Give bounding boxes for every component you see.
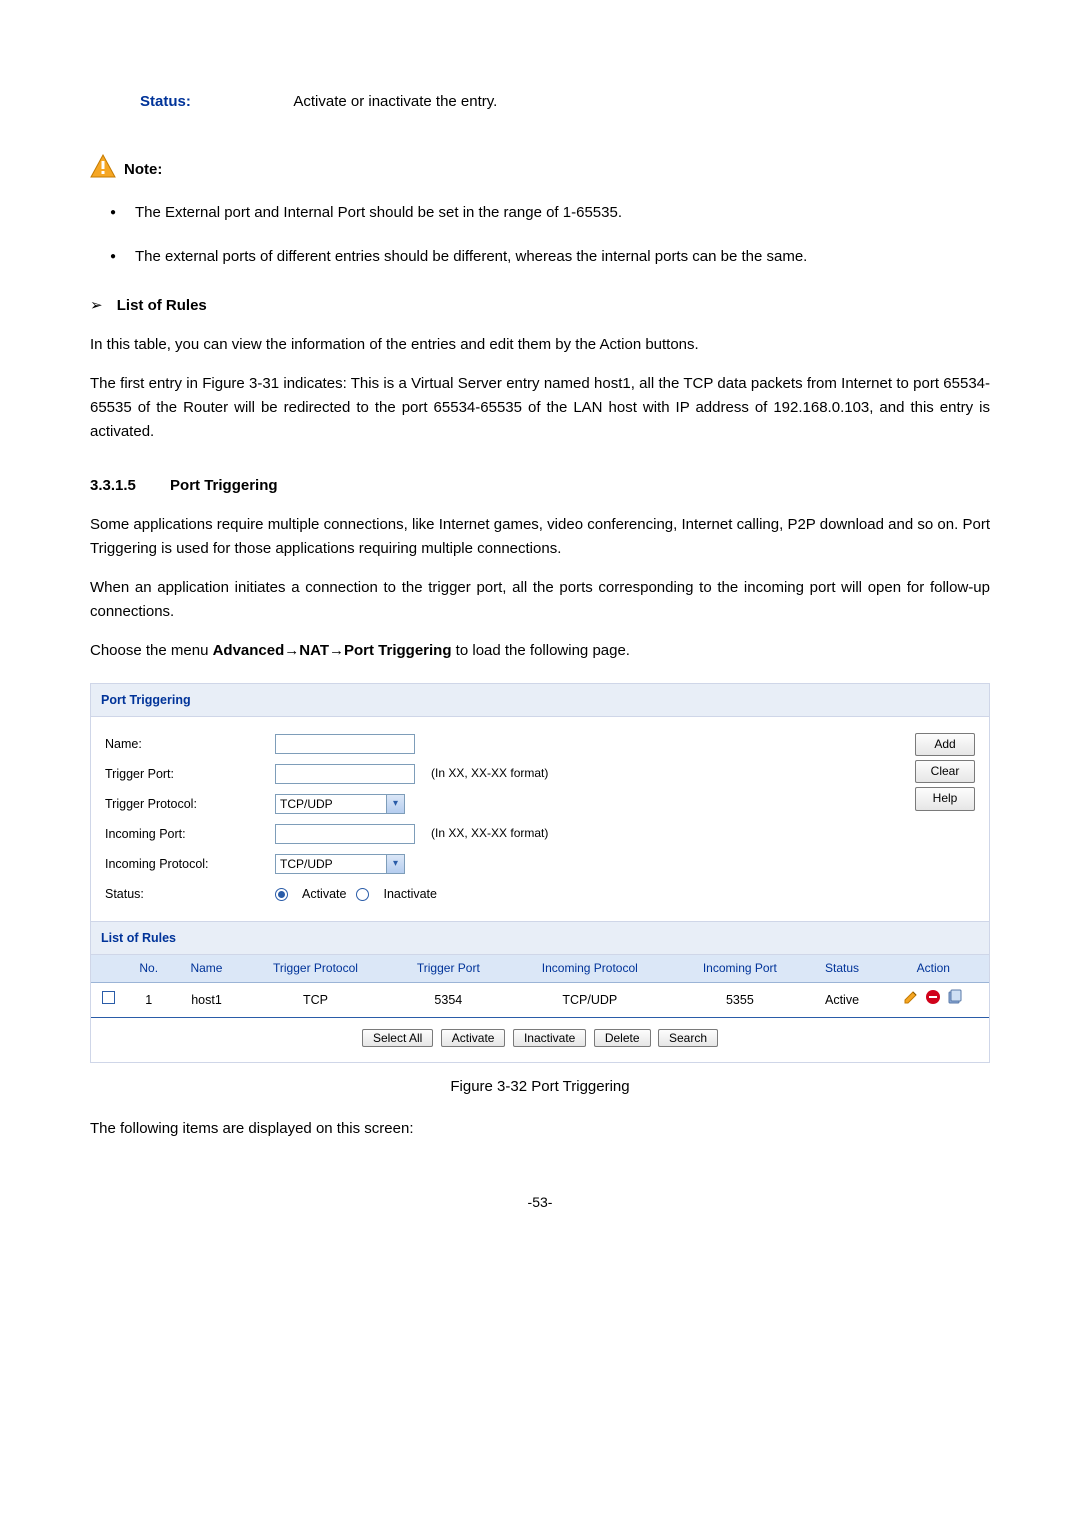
delete-icon[interactable] — [925, 989, 941, 1011]
col-trigger-protocol: Trigger Protocol — [241, 955, 391, 983]
port-triggering-panel: Port Triggering Name: Trigger Port: (In … — [90, 683, 990, 1063]
section-heading: 3.3.1.5 Port Triggering — [90, 474, 990, 498]
note-block: Note: The External port and Internal Por… — [90, 154, 990, 269]
status-row: Status: Activate or inactivate the entry… — [90, 90, 990, 114]
p3-pre: Choose the menu — [90, 642, 213, 659]
col-action: Action — [878, 955, 989, 983]
cell-incoming-port: 5355 — [673, 983, 806, 1018]
form-area: Name: Trigger Port: (In XX, XX-XX format… — [91, 717, 989, 921]
add-button[interactable]: Add — [915, 733, 975, 756]
cell-no: 1 — [125, 983, 172, 1018]
body-p2: When an application initiates a connecti… — [90, 576, 990, 624]
cell-trigger-port: 5354 — [390, 983, 506, 1018]
trigger-port-hint: (In XX, XX-XX format) — [431, 764, 548, 783]
figure-caption: Figure 3-32 Port Triggering — [90, 1075, 990, 1099]
clear-button[interactable]: Clear — [915, 760, 975, 783]
section-title: Port Triggering — [170, 477, 278, 494]
incoming-port-input[interactable] — [275, 824, 415, 844]
body-p3: Choose the menu Advanced→NAT→Port Trigge… — [90, 639, 990, 663]
p3-b1: Advanced — [213, 642, 285, 659]
note-header: Note: — [90, 154, 990, 186]
name-label: Name: — [105, 734, 275, 754]
col-name: Name — [172, 955, 240, 983]
list-of-rules-heading: ➢ List of Rules — [90, 294, 990, 318]
p3-b2: NAT — [299, 642, 329, 659]
trigger-protocol-value: TCP/UDP — [280, 797, 333, 811]
chevron-down-icon: ▾ — [386, 795, 404, 813]
form-buttons: Add Clear Help — [885, 729, 975, 909]
col-incoming-port: Incoming Port — [673, 955, 806, 983]
page-number: -53- — [90, 1191, 990, 1213]
p3-b3: Port Triggering — [344, 642, 452, 659]
status-inactivate-text: Inactivate — [383, 884, 437, 904]
incoming-protocol-value: TCP/UDP — [280, 857, 333, 871]
incoming-protocol-select[interactable]: TCP/UDP ▾ — [275, 854, 405, 874]
section-number: 3.3.1.5 — [90, 474, 136, 498]
list-of-rules-text: List of Rules — [117, 297, 207, 314]
cell-incoming-protocol: TCP/UDP — [506, 983, 673, 1018]
trigger-protocol-select[interactable]: TCP/UDP ▾ — [275, 794, 405, 814]
view-icon[interactable] — [947, 989, 963, 1011]
rules-table: No. Name Trigger Protocol Trigger Port I… — [91, 955, 989, 1018]
note-item: The external ports of different entries … — [110, 245, 990, 269]
col-incoming-protocol: Incoming Protocol — [506, 955, 673, 983]
action-icons — [903, 989, 963, 1011]
name-input[interactable] — [275, 734, 415, 754]
warning-icon — [90, 154, 116, 186]
table-row: 1 host1 TCP 5354 TCP/UDP 5355 Active — [91, 983, 989, 1018]
trigger-port-label: Trigger Port: — [105, 764, 275, 784]
note-label: Note: — [124, 158, 162, 182]
incoming-port-hint: (In XX, XX-XX format) — [431, 824, 548, 843]
note-list: The External port and Internal Port shou… — [90, 201, 990, 269]
cell-status: Active — [806, 983, 877, 1018]
inactivate-button[interactable]: Inactivate — [513, 1029, 586, 1047]
activate-button[interactable]: Activate — [441, 1029, 506, 1047]
status-inactivate-radio[interactable] — [356, 888, 369, 901]
col-no: No. — [125, 955, 172, 983]
delete-button[interactable]: Delete — [594, 1029, 651, 1047]
chevron-down-icon: ▾ — [386, 855, 404, 873]
list-of-rules-title: List of Rules — [91, 921, 989, 955]
help-button[interactable]: Help — [915, 787, 975, 810]
cell-name: host1 — [172, 983, 240, 1018]
trigger-protocol-label: Trigger Protocol: — [105, 794, 275, 814]
col-checkbox — [91, 955, 125, 983]
status-form-label: Status: — [105, 884, 275, 904]
status-activate-radio[interactable] — [275, 888, 288, 901]
search-button[interactable]: Search — [658, 1029, 718, 1047]
cell-trigger-protocol: TCP — [241, 983, 391, 1018]
p3-post: to load the following page. — [452, 642, 630, 659]
incoming-protocol-label: Incoming Protocol: — [105, 854, 275, 874]
col-trigger-port: Trigger Port — [390, 955, 506, 983]
incoming-port-label: Incoming Port: — [105, 824, 275, 844]
row-checkbox[interactable] — [102, 991, 115, 1004]
form-left: Name: Trigger Port: (In XX, XX-XX format… — [105, 729, 885, 909]
select-all-button[interactable]: Select All — [362, 1029, 433, 1047]
bottom-button-row: Select All Activate Inactivate Delete Se… — [91, 1018, 989, 1062]
closing-line: The following items are displayed on thi… — [90, 1117, 990, 1141]
list-rules-p1: In this table, you can view the informat… — [90, 333, 990, 357]
note-item: The External port and Internal Port shou… — [110, 201, 990, 225]
status-desc: Activate or inactivate the entry. — [293, 93, 497, 110]
trigger-port-input[interactable] — [275, 764, 415, 784]
status-activate-text: Activate — [302, 884, 346, 904]
col-status: Status — [806, 955, 877, 983]
arrow-icon: ➢ — [90, 294, 103, 318]
list-rules-p2: The first entry in Figure 3-31 indicates… — [90, 372, 990, 444]
panel-title: Port Triggering — [91, 684, 989, 717]
body-p1: Some applications require multiple conne… — [90, 513, 990, 561]
edit-icon[interactable] — [903, 989, 919, 1011]
status-label: Status: — [90, 90, 290, 114]
